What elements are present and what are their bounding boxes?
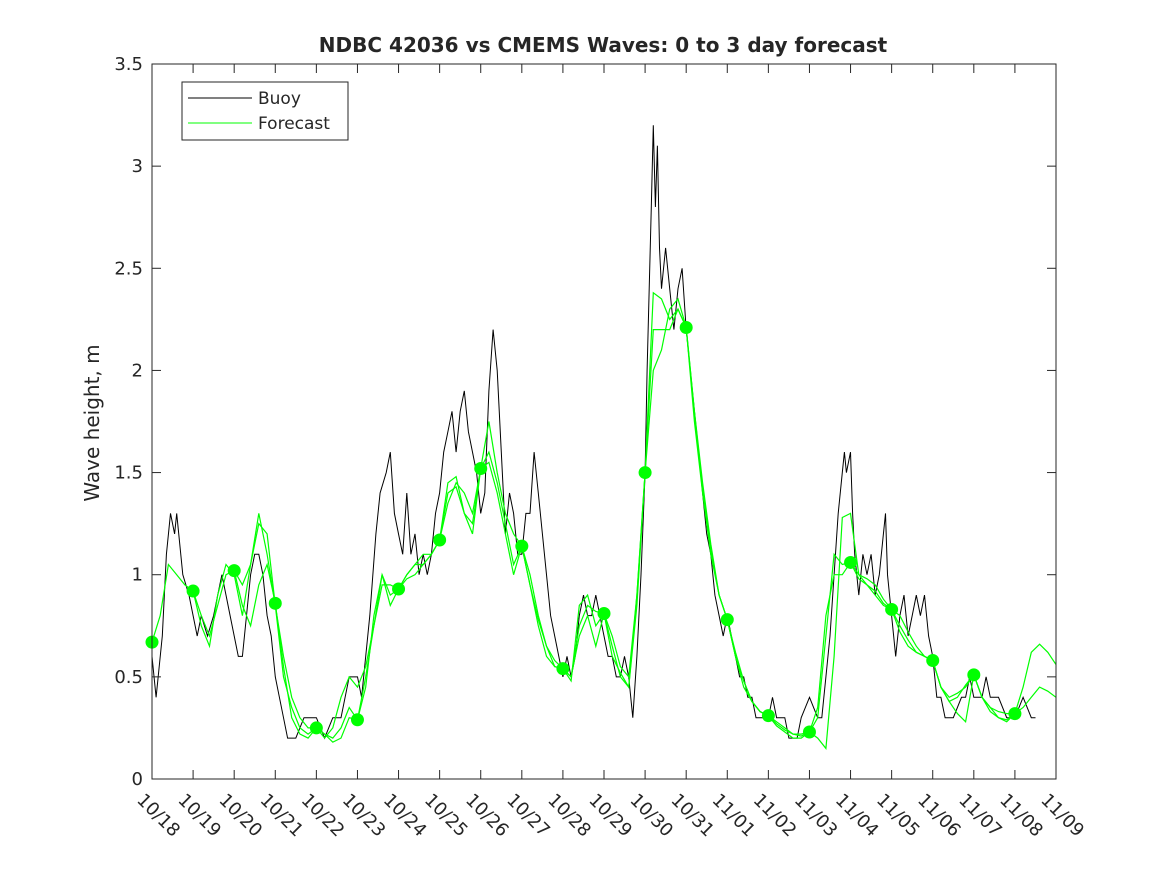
forecast-run-line bbox=[233, 513, 358, 739]
forecast-run-line bbox=[439, 450, 564, 670]
legend-box bbox=[181, 81, 349, 141]
forecast-run-line bbox=[192, 522, 317, 729]
forecast-run-line bbox=[480, 461, 605, 679]
forecast-initial-point bbox=[679, 321, 693, 335]
forecast-initial-point bbox=[392, 582, 406, 596]
y-tick-label: 3.5 bbox=[114, 54, 143, 75]
plot-layer bbox=[145, 125, 1057, 750]
forecast-run-line bbox=[932, 643, 1057, 724]
legend: Buoy Forecast bbox=[181, 81, 349, 141]
forecast-initial-point bbox=[186, 584, 200, 598]
forecast-initial-point bbox=[844, 555, 858, 569]
forecast-run-line bbox=[316, 539, 441, 743]
y-tick-label: 2 bbox=[132, 360, 143, 381]
forecast-initial-point bbox=[556, 662, 570, 676]
buoy-series-line bbox=[151, 125, 1036, 740]
forecast-run-line bbox=[850, 562, 975, 703]
forecast-initial-point bbox=[597, 607, 611, 621]
y-tick-label: 0.5 bbox=[114, 667, 143, 688]
forecast-run-line bbox=[809, 512, 933, 750]
forecast-initial-point bbox=[638, 466, 652, 480]
y-tick-label: 2.5 bbox=[114, 258, 143, 279]
forecast-initial-point bbox=[1008, 707, 1022, 721]
forecast-initial-point bbox=[350, 713, 364, 727]
forecast-run-line bbox=[891, 608, 1015, 715]
legend-buoy-label: Buoy bbox=[258, 89, 301, 109]
forecast-initial-point bbox=[802, 725, 816, 739]
y-tick-label: 0 bbox=[132, 769, 143, 790]
forecast-initial-point bbox=[515, 539, 529, 553]
forecast-initial-point bbox=[720, 613, 734, 627]
forecast-initial-point bbox=[761, 709, 775, 723]
forecast-run-line bbox=[356, 468, 482, 720]
forecast-initial-point bbox=[227, 564, 241, 578]
y-tick-label: 3 bbox=[132, 156, 143, 177]
forecast-initial-point bbox=[967, 668, 981, 682]
forecast-run-line bbox=[521, 472, 646, 683]
forecast-run-line bbox=[603, 297, 728, 690]
y-axis-label: Wave height, m bbox=[80, 344, 104, 501]
forecast-initial-point bbox=[926, 654, 940, 668]
forecast-initial-point bbox=[309, 721, 323, 735]
legend-forecast-label: Forecast bbox=[258, 114, 330, 134]
forecast-initial-point bbox=[885, 602, 899, 616]
forecast-run-line bbox=[398, 421, 523, 590]
forecast-run-line bbox=[767, 561, 892, 739]
y-axis: 0 0.5 1 1.5 2 2.5 3 3.5 bbox=[114, 54, 1056, 790]
forecast-run-line bbox=[274, 584, 399, 740]
chart-title: NDBC 42036 vs CMEMS Waves: 0 to 3 day fo… bbox=[319, 33, 888, 57]
forecast-initial-point bbox=[433, 533, 447, 547]
y-tick-label: 1 bbox=[132, 565, 143, 586]
forecast-initial-point bbox=[268, 596, 282, 610]
y-tick-label: 1.5 bbox=[114, 463, 143, 484]
forecast-initial-point bbox=[474, 461, 488, 475]
